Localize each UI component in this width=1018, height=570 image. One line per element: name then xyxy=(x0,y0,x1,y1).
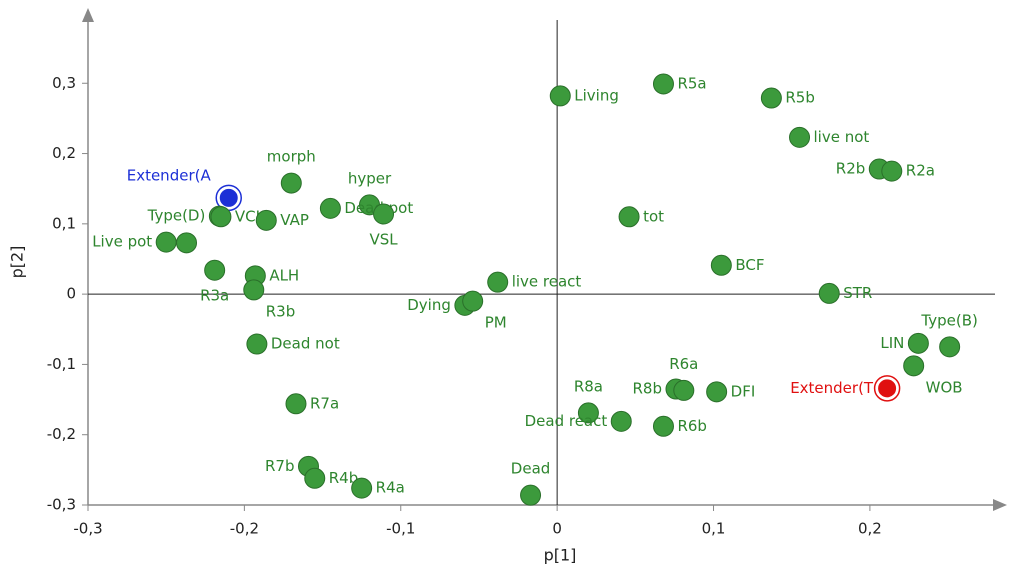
point-label: morph xyxy=(267,148,316,166)
point-label: Dead not xyxy=(271,335,340,353)
point xyxy=(706,381,728,403)
point xyxy=(243,279,265,301)
point xyxy=(319,197,341,219)
point xyxy=(789,126,811,148)
x-tick-label: -0,1 xyxy=(386,520,415,538)
x-tick-label: 0,1 xyxy=(702,520,726,538)
point xyxy=(549,85,571,107)
point-label: Dying xyxy=(407,296,451,314)
point xyxy=(907,332,929,354)
y-tick-label: -0,2 xyxy=(47,425,76,443)
y-tick-label: 0,1 xyxy=(52,214,76,232)
point-label: ALH xyxy=(269,266,299,284)
point-label: Dead react xyxy=(525,412,608,430)
point-label: STR xyxy=(843,284,872,302)
point xyxy=(577,402,599,424)
y-tick-label: -0,1 xyxy=(47,355,76,373)
point-label: tot xyxy=(643,207,664,225)
point xyxy=(304,467,326,489)
point-label: R3b xyxy=(266,302,296,320)
point xyxy=(881,160,903,182)
point-label: Living xyxy=(574,86,619,104)
y-axis-arrow xyxy=(82,8,94,22)
point-label: BCF xyxy=(735,256,764,274)
point-label: R6b xyxy=(677,417,707,435)
point xyxy=(652,415,674,437)
point xyxy=(652,73,674,95)
point-label: VSL xyxy=(369,231,398,249)
y-tick-label: 0 xyxy=(66,285,76,303)
point-label: LIN xyxy=(880,334,904,352)
y-tick-label: 0,2 xyxy=(52,144,76,162)
point-label: R4a xyxy=(376,479,405,497)
point xyxy=(710,254,732,276)
point xyxy=(210,206,232,228)
point xyxy=(818,282,840,304)
point-label: PM xyxy=(485,314,507,332)
x-tick-label: 0,2 xyxy=(858,520,882,538)
point-label: R7b xyxy=(265,457,295,475)
x-tick-label: -0,2 xyxy=(230,520,259,538)
point xyxy=(246,333,268,355)
point-label: WOB xyxy=(926,378,963,396)
point xyxy=(351,477,373,499)
point-label: Live pot xyxy=(92,233,152,251)
point xyxy=(673,379,695,401)
point-label: R4b xyxy=(329,469,359,487)
point xyxy=(876,377,899,400)
point xyxy=(760,87,782,109)
point-label: R7a xyxy=(310,394,339,412)
point xyxy=(280,172,302,194)
point-label: Type(D) xyxy=(147,207,206,225)
point xyxy=(939,336,961,358)
point xyxy=(217,186,240,209)
point-halo xyxy=(873,375,901,402)
point-label: R3a xyxy=(200,287,229,305)
point-label: R2b xyxy=(836,160,866,178)
point xyxy=(255,209,277,231)
point xyxy=(462,290,484,312)
point-label: R8b xyxy=(632,380,662,398)
point xyxy=(176,232,198,254)
point-label: Type(B) xyxy=(920,311,977,329)
point xyxy=(373,203,395,225)
x-tick-label: 0 xyxy=(552,520,562,538)
point xyxy=(155,231,177,253)
x-tick-label: -0,3 xyxy=(73,520,102,538)
point-label: R8a xyxy=(574,377,603,395)
point-label: Extender(A xyxy=(127,166,212,184)
x-axis-arrow xyxy=(993,499,1007,511)
point xyxy=(903,355,925,377)
point xyxy=(520,484,542,506)
point-label: VAP xyxy=(280,211,309,229)
point-label: DFI xyxy=(731,382,756,400)
y-axis-title: p[2] xyxy=(8,246,27,279)
y-tick-label: -0,3 xyxy=(47,496,76,514)
point-label: live not xyxy=(814,128,870,146)
point-label: R6a xyxy=(669,355,698,373)
point-label: hyper xyxy=(348,169,392,187)
point xyxy=(487,271,509,293)
point xyxy=(204,259,226,281)
point xyxy=(618,206,640,228)
point-label: live react xyxy=(512,273,582,291)
y-tick-label: 0,3 xyxy=(52,74,76,92)
point-label: Dead xyxy=(511,460,551,478)
point-label: R2a xyxy=(906,162,935,180)
point-label: R5a xyxy=(677,74,706,92)
point xyxy=(285,393,307,415)
point-label: R5b xyxy=(785,89,815,107)
point-label: Extender(T xyxy=(790,379,874,397)
point xyxy=(610,410,632,432)
x-axis-title: p[1] xyxy=(544,546,577,565)
